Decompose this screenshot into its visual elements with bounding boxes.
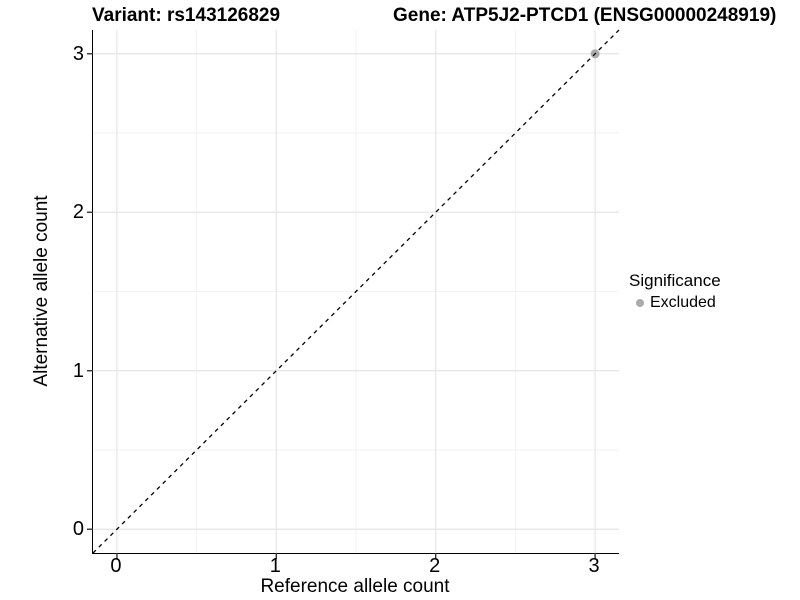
x-axis-title: Reference allele count: [260, 576, 450, 597]
legend-title: Significance: [629, 271, 721, 290]
x-tick-label: 0: [110, 555, 122, 577]
legend-items: Excluded: [629, 293, 721, 312]
identity-dashed-line: [92, 29, 620, 554]
y-tick-label: 2: [72, 201, 84, 224]
y-tick-label: 3: [72, 42, 84, 65]
x-tick-label: 3: [588, 555, 600, 577]
x-tick-label: 1: [269, 555, 281, 577]
y-axis-title: Alternative allele count: [31, 195, 52, 387]
plot-panel: [87, 29, 620, 559]
x-tick-label: 2: [429, 555, 441, 577]
chart-svg: [87, 29, 620, 559]
legend-item-label: Excluded: [650, 294, 716, 311]
y-tick-label: 0: [72, 518, 84, 541]
legend-point-icon: [636, 298, 644, 307]
legend: Significance Excluded: [629, 270, 721, 312]
legend-item: Excluded: [629, 293, 721, 312]
y-tick-label: 1: [72, 359, 84, 382]
plot-title-gene: Gene: ATP5J2-PTCD1 (ENSG00000248919): [393, 5, 777, 26]
plot-title-variant: Variant: rs143126829: [92, 5, 281, 26]
